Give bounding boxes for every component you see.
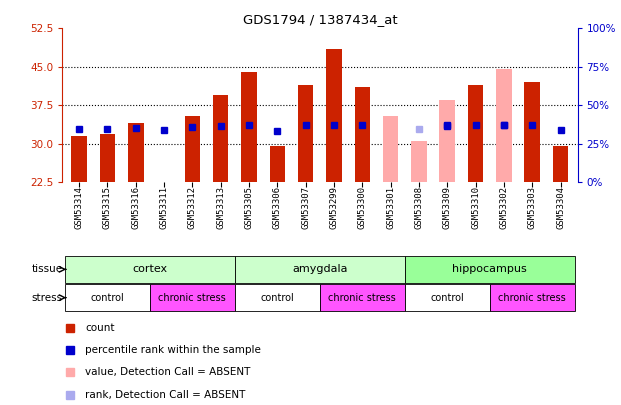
Text: GSM53315: GSM53315	[103, 186, 112, 229]
Bar	[320, 284, 405, 311]
Text: control: control	[260, 293, 294, 303]
Text: rank, Detection Call = ABSENT: rank, Detection Call = ABSENT	[85, 390, 246, 400]
Text: GSM53312: GSM53312	[188, 186, 197, 229]
Bar	[468, 85, 483, 182]
Text: percentile rank within the sample: percentile rank within the sample	[85, 345, 261, 355]
Text: GSM53311: GSM53311	[160, 186, 168, 229]
Text: control: control	[430, 293, 464, 303]
Text: amygdala: amygdala	[292, 264, 348, 274]
Text: control: control	[91, 293, 124, 303]
Text: GSM53316: GSM53316	[131, 186, 140, 229]
Bar	[496, 69, 512, 182]
Bar	[235, 284, 320, 311]
Text: hippocampus: hippocampus	[452, 264, 527, 274]
Bar	[99, 134, 116, 182]
Text: GSM53314: GSM53314	[75, 186, 84, 229]
Bar	[71, 136, 87, 182]
Text: chronic stress: chronic stress	[158, 293, 226, 303]
Bar	[383, 115, 399, 182]
Text: cortex: cortex	[132, 264, 168, 274]
Text: GSM53300: GSM53300	[358, 186, 367, 229]
Text: GSM53301: GSM53301	[386, 186, 395, 229]
Bar	[411, 141, 427, 182]
Bar	[553, 146, 568, 182]
Bar	[326, 49, 342, 182]
Bar	[184, 115, 200, 182]
Text: GSM53309: GSM53309	[443, 186, 451, 229]
Text: tissue: tissue	[32, 264, 63, 274]
Text: GSM53299: GSM53299	[330, 186, 338, 229]
Text: chronic stress: chronic stress	[329, 293, 396, 303]
Bar	[65, 284, 150, 311]
Bar	[524, 82, 540, 182]
Bar	[213, 95, 229, 182]
Text: GSM53303: GSM53303	[528, 186, 537, 229]
Text: stress: stress	[32, 293, 63, 303]
Bar	[405, 256, 574, 283]
Bar	[150, 284, 235, 311]
Text: GSM53308: GSM53308	[414, 186, 424, 229]
Title: GDS1794 / 1387434_at: GDS1794 / 1387434_at	[243, 13, 397, 26]
Text: GSM53313: GSM53313	[216, 186, 225, 229]
Text: count: count	[85, 323, 115, 333]
Text: value, Detection Call = ABSENT: value, Detection Call = ABSENT	[85, 367, 251, 377]
Text: GSM53305: GSM53305	[245, 186, 253, 229]
Bar	[235, 256, 405, 283]
Text: GSM53310: GSM53310	[471, 186, 480, 229]
Text: GSM53304: GSM53304	[556, 186, 565, 229]
Bar	[490, 284, 574, 311]
Text: GSM53302: GSM53302	[499, 186, 509, 229]
Bar	[355, 87, 370, 182]
Bar	[128, 123, 143, 182]
Bar	[241, 72, 257, 182]
Text: GSM53306: GSM53306	[273, 186, 282, 229]
Text: GSM53307: GSM53307	[301, 186, 310, 229]
Bar	[440, 100, 455, 182]
Text: chronic stress: chronic stress	[498, 293, 566, 303]
Bar	[405, 284, 490, 311]
Bar	[298, 85, 314, 182]
Bar	[270, 146, 285, 182]
Bar	[65, 256, 235, 283]
